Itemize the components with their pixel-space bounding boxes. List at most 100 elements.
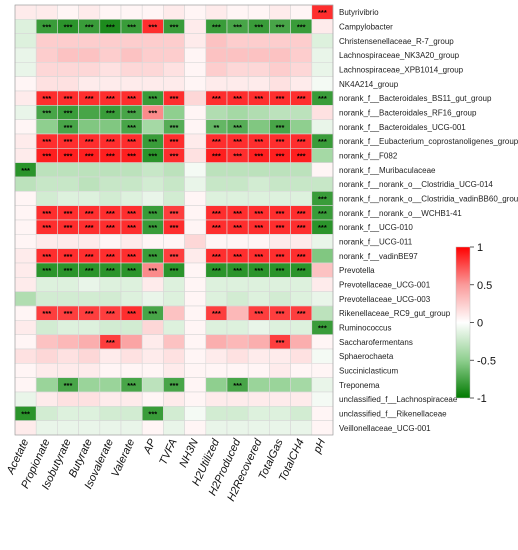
significance-mark: *** bbox=[148, 137, 157, 146]
row-label: Succiniclasticum bbox=[339, 367, 398, 376]
heatmap-cell bbox=[290, 47, 313, 63]
row-label: Rikenellaceae_RC9_gut_group bbox=[339, 309, 451, 318]
row-label: norank_f__norank_o__Clostridia_UCG-014 bbox=[339, 180, 493, 189]
heatmap-cell bbox=[205, 291, 228, 307]
heatmap-cell bbox=[311, 377, 334, 393]
heatmap-cell bbox=[184, 148, 207, 163]
significance-mark: *** bbox=[127, 137, 136, 146]
row-label: Campylobacter bbox=[339, 23, 393, 32]
heatmap-cell bbox=[205, 234, 228, 249]
significance-mark: *** bbox=[233, 381, 242, 390]
row-label: NK4A214_group bbox=[339, 80, 399, 89]
significance-mark: *** bbox=[64, 252, 73, 261]
significance-mark: *** bbox=[64, 137, 73, 146]
significance-mark: *** bbox=[148, 309, 157, 318]
heatmap-cell bbox=[57, 162, 79, 178]
heatmap-cell bbox=[57, 176, 79, 192]
significance-mark: *** bbox=[254, 23, 263, 32]
heatmap-cell bbox=[57, 62, 79, 77]
colorbar-gradient bbox=[455, 246, 471, 399]
heatmap-cell bbox=[247, 334, 270, 350]
significance-mark: *** bbox=[170, 252, 179, 261]
heatmap-cell bbox=[269, 33, 291, 49]
row-label: Lachnospiraceae_NK3A20_group bbox=[339, 51, 460, 60]
heatmap-cell bbox=[290, 62, 313, 77]
heatmap-cell bbox=[57, 191, 79, 206]
significance-mark: *** bbox=[42, 209, 51, 218]
significance-mark: *** bbox=[212, 252, 221, 261]
significance-mark: *** bbox=[170, 123, 179, 132]
heatmap-cell bbox=[184, 119, 207, 135]
colorbar-tick-label: 0 bbox=[477, 318, 483, 330]
heatmap-cell bbox=[205, 62, 228, 77]
heatmap-cell bbox=[14, 176, 37, 192]
heatmap-cell bbox=[120, 76, 143, 92]
significance-mark: *** bbox=[64, 152, 73, 161]
heatmap-cell bbox=[120, 62, 143, 77]
heatmap-cell bbox=[184, 391, 207, 407]
heatmap-cell bbox=[35, 406, 58, 421]
significance-mark: *** bbox=[106, 223, 115, 232]
significance-mark: *** bbox=[276, 252, 285, 261]
heatmap-cell bbox=[184, 162, 207, 178]
heatmap-cell bbox=[205, 377, 228, 393]
significance-mark: *** bbox=[297, 94, 306, 103]
heatmap-cell bbox=[57, 348, 79, 364]
heatmap-cell bbox=[163, 348, 185, 364]
heatmap-cell bbox=[226, 391, 249, 407]
heatmap-cell bbox=[35, 234, 58, 249]
heatmap-cell bbox=[269, 191, 291, 206]
heatmap-cell bbox=[57, 33, 79, 49]
heatmap-cell bbox=[184, 262, 207, 278]
row-label: Treponema bbox=[339, 381, 380, 390]
colorbar: 1 0.5 0 -0.5 -1 bbox=[455, 242, 496, 405]
heatmap-cell bbox=[141, 391, 164, 407]
significance-mark: *** bbox=[106, 109, 115, 118]
heatmap-cell bbox=[78, 33, 101, 49]
heatmap-cell bbox=[35, 76, 58, 92]
heatmap-cell bbox=[311, 47, 334, 63]
heatmap-cell bbox=[57, 420, 79, 436]
heatmap-cell bbox=[311, 406, 334, 421]
significance-mark: *** bbox=[21, 166, 30, 175]
heatmap-cell bbox=[269, 420, 291, 436]
heatmap-cell bbox=[120, 33, 143, 49]
heatmap-cell bbox=[163, 291, 185, 307]
significance-mark: *** bbox=[212, 23, 221, 32]
heatmap-cell bbox=[226, 334, 249, 350]
heatmap-cell bbox=[184, 277, 207, 292]
heatmap-cell bbox=[205, 277, 228, 292]
heatmap-cell bbox=[184, 90, 207, 106]
heatmap-cell bbox=[269, 291, 291, 307]
heatmap-cell bbox=[35, 62, 58, 77]
heatmap-cell bbox=[78, 176, 101, 192]
colorbar-tick-label: -1 bbox=[477, 393, 487, 405]
heatmap-cell bbox=[14, 76, 37, 92]
heatmap-cell bbox=[35, 363, 58, 378]
significance-mark: *** bbox=[148, 209, 157, 218]
heatmap-cell bbox=[247, 420, 270, 436]
significance-mark: *** bbox=[64, 209, 73, 218]
significance-mark: *** bbox=[212, 309, 221, 318]
heatmap-cell bbox=[184, 4, 207, 20]
heatmap-cell bbox=[290, 420, 313, 436]
heatmap-cell bbox=[78, 334, 101, 350]
heatmap-cell bbox=[99, 291, 122, 307]
heatmap-cell bbox=[57, 391, 79, 407]
heatmap-cell bbox=[311, 62, 334, 77]
heatmap-cell bbox=[99, 234, 122, 249]
significance-mark: *** bbox=[276, 94, 285, 103]
heatmap-cell bbox=[163, 162, 185, 178]
significance-mark: *** bbox=[127, 123, 136, 132]
heatmap-cell bbox=[141, 4, 164, 20]
significance-mark: *** bbox=[127, 252, 136, 261]
heatmap-cell bbox=[57, 47, 79, 63]
heatmap-cell bbox=[269, 406, 291, 421]
significance-mark: *** bbox=[276, 137, 285, 146]
heatmap-cell bbox=[290, 320, 313, 335]
heatmap-cell bbox=[35, 119, 58, 135]
heatmap-cell bbox=[205, 320, 228, 335]
heatmap-cell bbox=[99, 162, 122, 178]
significance-mark: *** bbox=[233, 266, 242, 275]
heatmap-cell bbox=[14, 148, 37, 163]
